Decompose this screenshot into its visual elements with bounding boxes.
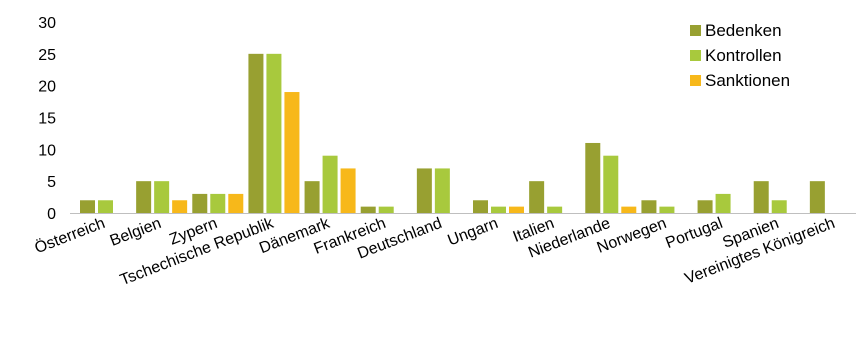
- legend-label: Bedenken: [705, 21, 782, 40]
- x-tick-label: Belgien: [108, 215, 164, 250]
- bar-bedenken: [136, 181, 152, 213]
- y-tick-label: 30: [38, 15, 56, 32]
- bar-kontrollen: [434, 168, 450, 213]
- bar-kontrollen: [266, 53, 282, 214]
- y-tick-label: 5: [47, 174, 56, 191]
- bar-kontrollen: [491, 206, 506, 213]
- y-tick-label: 15: [38, 111, 56, 128]
- bar-sanktionen: [284, 92, 300, 213]
- bar-bedenken: [529, 181, 545, 213]
- legend-swatch: [690, 25, 701, 36]
- legend-label: Sanktionen: [705, 71, 790, 90]
- x-tick-label: Österreich: [32, 214, 107, 257]
- legend: Bedenken Kontrollen Sanktionen: [690, 21, 790, 90]
- bar-bedenken: [248, 53, 264, 214]
- bar-bedenken: [809, 181, 825, 213]
- bar-kontrollen: [378, 206, 394, 213]
- bar-bedenken: [753, 181, 769, 213]
- bar-bedenken: [416, 168, 432, 213]
- bar-bedenken: [473, 200, 488, 213]
- bar-bedenken: [697, 200, 713, 213]
- bar-kontrollen: [659, 206, 675, 213]
- bar-sanktionen: [172, 200, 188, 213]
- y-axis: 0 5 10 15 20 25 30: [38, 15, 56, 223]
- x-tick-label: Portugal: [663, 215, 725, 252]
- bar-kontrollen: [210, 193, 226, 213]
- bar-kontrollen: [715, 193, 731, 213]
- bar-bedenken: [80, 200, 95, 213]
- bar-bedenken: [360, 206, 376, 213]
- bar-sanktionen: [621, 206, 637, 213]
- legend-label: Kontrollen: [705, 46, 782, 65]
- bar-kontrollen: [98, 200, 113, 213]
- y-tick-label: 20: [38, 79, 56, 96]
- x-tick-label: Ungarn: [445, 215, 500, 250]
- bar-kontrollen: [771, 200, 787, 213]
- bar-bedenken: [304, 181, 320, 213]
- bar-bedenken: [192, 193, 208, 213]
- bar-kontrollen: [547, 206, 563, 213]
- bar-sanktionen: [228, 193, 244, 213]
- bar-sanktionen: [509, 206, 524, 213]
- y-tick-label: 10: [38, 142, 56, 159]
- y-tick-label: 0: [47, 206, 56, 223]
- bar-kontrollen: [154, 181, 170, 213]
- bar-bedenken: [641, 200, 657, 213]
- bar-kontrollen: [322, 155, 338, 213]
- bar-bedenken: [585, 142, 601, 213]
- bars: [80, 53, 825, 214]
- bar-sanktionen: [340, 168, 356, 213]
- legend-swatch: [690, 75, 701, 86]
- y-tick-label: 25: [38, 47, 56, 64]
- legend-swatch: [690, 50, 701, 61]
- bar-kontrollen: [603, 155, 619, 213]
